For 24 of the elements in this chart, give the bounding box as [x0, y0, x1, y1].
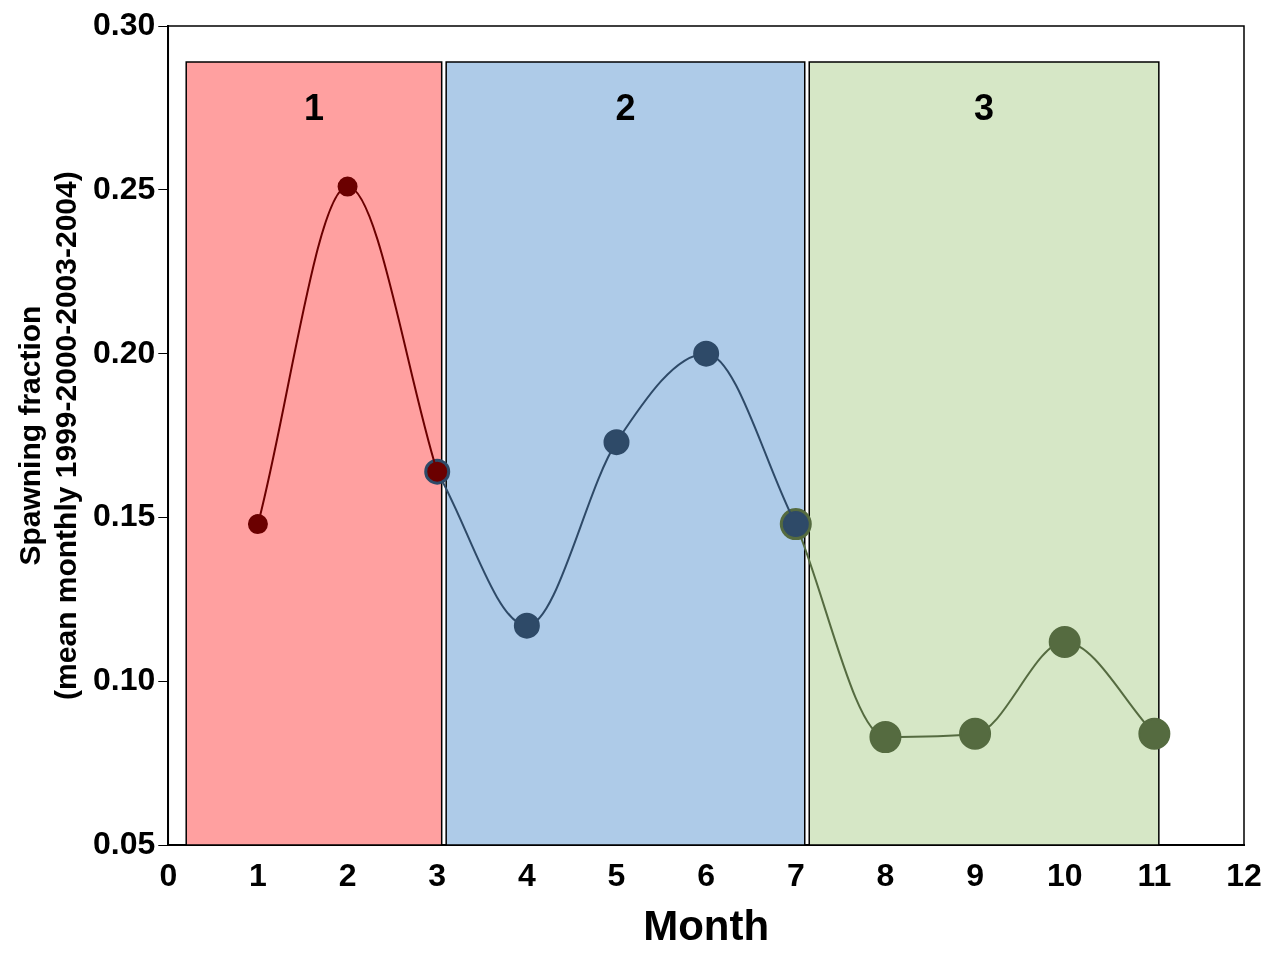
x-tick-label: 3: [428, 857, 447, 894]
x-tick-label: 4: [517, 857, 536, 894]
y-axis-title: Spawning fraction (mean monthly 1999-2000-2003-2004): [13, 171, 83, 700]
x-tick-label: 8: [876, 857, 895, 894]
band-label: 2: [615, 86, 636, 128]
y-tick-label: 0.10: [93, 661, 156, 698]
y-tick-label: 0.15: [93, 497, 156, 534]
x-tick-label: 7: [786, 857, 805, 894]
x-axis-title: Month: [643, 902, 770, 950]
band-label: 3: [974, 86, 995, 128]
x-tick-label: 0: [159, 857, 178, 894]
x-tick-label: 1: [249, 857, 267, 894]
y-tick-label: 0.05: [93, 825, 156, 862]
x-tick-label: 6: [697, 857, 716, 894]
y-tick-label: 0.20: [93, 333, 156, 370]
x-tick-label: 2: [338, 857, 357, 894]
x-tick-label: 12: [1226, 857, 1262, 894]
y-tick-label: 0.25: [93, 169, 156, 206]
x-tick-label: 9: [966, 857, 984, 894]
x-tick-label: 5: [607, 857, 626, 894]
y-tick-label: 0.30: [93, 5, 156, 42]
band-label: 1: [303, 86, 324, 128]
x-tick-label: 10: [1046, 857, 1083, 894]
x-tick-label: 11: [1137, 857, 1172, 894]
